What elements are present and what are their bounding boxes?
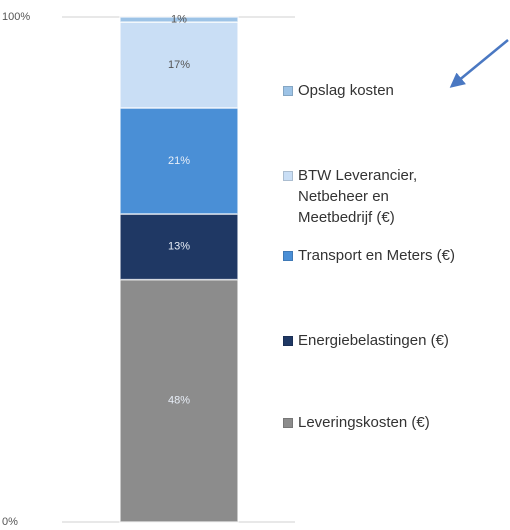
legend-swatch xyxy=(283,418,293,428)
legend-label: Leveringskosten (€) xyxy=(298,414,430,431)
y-tick-label: 100% xyxy=(2,11,30,23)
bar-segment xyxy=(119,16,239,23)
legend-item: Leveringskosten (€) xyxy=(283,412,510,433)
legend-item: BTW Leverancier, Netbeheer en Meetbedrij… xyxy=(283,165,438,228)
legend-item: Opslag kosten xyxy=(283,80,510,101)
bar-stack: 48% 13% 21% 17% 1% xyxy=(119,13,239,523)
arrow xyxy=(449,39,509,88)
legend-swatch xyxy=(283,86,293,96)
bar-segment xyxy=(119,213,239,281)
value-label: 17% xyxy=(168,59,190,71)
bar-segment xyxy=(119,107,239,215)
value-label: 1% xyxy=(171,13,187,25)
legend-label: Transport en Meters (€) xyxy=(298,247,455,264)
bar-segment xyxy=(119,21,239,109)
value-label: 48% xyxy=(168,395,190,407)
legend-label: Opslag kosten xyxy=(298,82,394,99)
legend-item: Energiebelastingen (€) xyxy=(283,330,510,351)
y-tick-label: 0% xyxy=(2,516,18,528)
legend-swatch xyxy=(283,336,293,346)
legend-item: Transport en Meters (€) xyxy=(283,245,510,266)
legend-label: BTW Leverancier, Netbeheer en Meetbedrij… xyxy=(298,167,418,226)
legend-label: Energiebelastingen (€) xyxy=(298,332,449,349)
value-label: 13% xyxy=(168,241,190,253)
bar-segment xyxy=(119,278,239,523)
legend-swatch xyxy=(283,251,293,261)
legend-swatch xyxy=(283,171,293,181)
value-label: 21% xyxy=(168,155,190,167)
